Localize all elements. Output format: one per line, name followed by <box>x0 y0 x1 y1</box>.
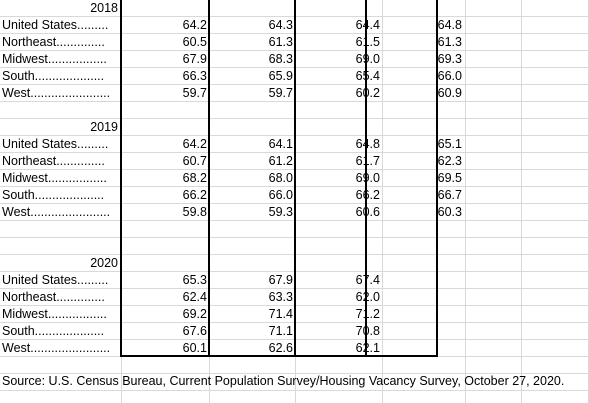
value-cell[interactable]: 64.3 <box>268 18 293 32</box>
region-label[interactable]: West....................... <box>2 86 111 100</box>
value-cell[interactable]: 60.1 <box>182 341 207 355</box>
grid-column-line <box>382 0 383 403</box>
value-cell[interactable]: 68.2 <box>182 171 207 185</box>
value-cell[interactable]: 62.6 <box>268 341 293 355</box>
value-cell[interactable]: 63.3 <box>268 290 293 304</box>
value-cell[interactable]: 71.1 <box>268 324 293 338</box>
region-label[interactable]: South.................... <box>2 188 105 202</box>
value-cell[interactable]: 61.5 <box>355 35 380 49</box>
value-cell[interactable]: 67.9 <box>268 273 293 287</box>
value-cell[interactable]: 60.6 <box>355 205 380 219</box>
column-border <box>436 0 438 356</box>
value-cell[interactable]: 60.5 <box>182 35 207 49</box>
value-cell[interactable]: 66.7 <box>437 188 462 202</box>
year-header[interactable]: 2018 <box>90 1 118 15</box>
value-cell[interactable]: 71.4 <box>268 307 293 321</box>
value-cell[interactable]: 66.2 <box>355 188 380 202</box>
grid-column-line <box>521 0 522 403</box>
region-label[interactable]: United States......... <box>2 18 109 32</box>
value-cell[interactable]: 64.2 <box>182 137 207 151</box>
value-cell[interactable]: 69.3 <box>437 52 462 66</box>
value-cell[interactable]: 59.7 <box>182 86 207 100</box>
value-cell[interactable]: 66.2 <box>182 188 207 202</box>
value-cell[interactable]: 65.1 <box>437 137 462 151</box>
value-cell[interactable]: 60.9 <box>437 86 462 100</box>
grid-column-line <box>465 0 466 403</box>
value-cell[interactable]: 71.2 <box>355 307 380 321</box>
value-cell[interactable]: 65.4 <box>355 69 380 83</box>
column-border <box>365 0 367 356</box>
value-cell[interactable]: 60.3 <box>437 205 462 219</box>
value-cell[interactable]: 60.2 <box>355 86 380 100</box>
region-label[interactable]: Northeast.............. <box>2 154 105 168</box>
value-cell[interactable]: 62.3 <box>437 154 462 168</box>
region-label[interactable]: Midwest................. <box>2 307 107 321</box>
grid-row-line <box>0 390 589 391</box>
region-label[interactable]: South.................... <box>2 324 105 338</box>
value-cell[interactable]: 68.0 <box>268 171 293 185</box>
value-cell[interactable]: 64.8 <box>355 137 380 151</box>
value-cell[interactable]: 64.2 <box>182 18 207 32</box>
value-cell[interactable]: 61.2 <box>268 154 293 168</box>
value-cell[interactable]: 59.3 <box>268 205 293 219</box>
source-note[interactable]: Source: U.S. Census Bureau, Current Popu… <box>2 374 565 388</box>
region-label[interactable]: Midwest................. <box>2 52 107 66</box>
region-label[interactable]: West....................... <box>2 205 111 219</box>
value-cell[interactable]: 64.1 <box>268 137 293 151</box>
region-label[interactable]: Northeast.............. <box>2 290 105 304</box>
table-bottom-border <box>120 355 438 357</box>
value-cell[interactable]: 65.3 <box>182 273 207 287</box>
value-cell[interactable]: 62.4 <box>182 290 207 304</box>
value-cell[interactable]: 68.3 <box>268 52 293 66</box>
value-cell[interactable]: 60.7 <box>182 154 207 168</box>
value-cell[interactable]: 62.0 <box>355 290 380 304</box>
value-cell[interactable]: 62.1 <box>355 341 380 355</box>
region-label[interactable]: United States......... <box>2 273 109 287</box>
region-label[interactable]: West....................... <box>2 341 111 355</box>
value-cell[interactable]: 67.6 <box>182 324 207 338</box>
value-cell[interactable]: 66.0 <box>268 188 293 202</box>
column-border <box>294 0 296 356</box>
value-cell[interactable]: 69.0 <box>355 52 380 66</box>
region-label[interactable]: South.................... <box>2 69 105 83</box>
column-border <box>120 0 122 356</box>
value-cell[interactable]: 61.3 <box>268 35 293 49</box>
value-cell[interactable]: 67.9 <box>182 52 207 66</box>
value-cell[interactable]: 66.0 <box>437 69 462 83</box>
year-header[interactable]: 2020 <box>90 256 118 270</box>
year-header[interactable]: 2019 <box>90 120 118 134</box>
region-label[interactable]: United States......... <box>2 137 109 151</box>
region-label[interactable]: Midwest................. <box>2 171 107 185</box>
value-cell[interactable]: 65.9 <box>268 69 293 83</box>
region-label[interactable]: Northeast.............. <box>2 35 105 49</box>
value-cell[interactable]: 67.4 <box>355 273 380 287</box>
value-cell[interactable]: 64.4 <box>355 18 380 32</box>
value-cell[interactable]: 61.3 <box>437 35 462 49</box>
column-border <box>208 0 210 356</box>
value-cell[interactable]: 59.8 <box>182 205 207 219</box>
value-cell[interactable]: 59.7 <box>268 86 293 100</box>
grid-row-line <box>0 373 589 374</box>
value-cell[interactable]: 70.8 <box>355 324 380 338</box>
value-cell[interactable]: 69.5 <box>437 171 462 185</box>
value-cell[interactable]: 69.2 <box>182 307 207 321</box>
value-cell[interactable]: 69.0 <box>355 171 380 185</box>
value-cell[interactable]: 61.7 <box>355 154 380 168</box>
value-cell[interactable]: 64.8 <box>437 18 462 32</box>
value-cell[interactable]: 66.3 <box>182 69 207 83</box>
